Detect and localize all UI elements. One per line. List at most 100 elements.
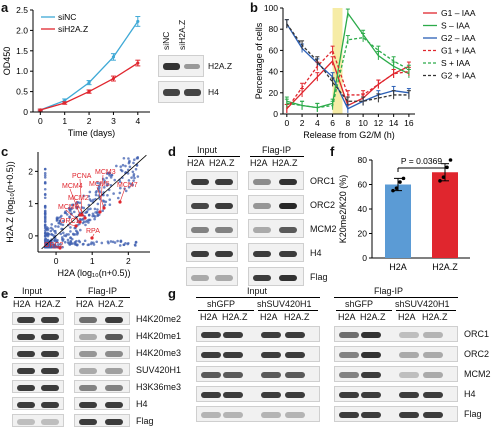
c-point xyxy=(61,245,64,249)
c-highlight-point xyxy=(102,206,106,210)
blot-d-lane-2: H2A.Z xyxy=(209,158,235,168)
c-point xyxy=(109,176,113,179)
b-xtick-label: 12 xyxy=(374,118,384,128)
blot-d-group-input: Input xyxy=(197,145,218,155)
a-point xyxy=(63,101,67,105)
c-point xyxy=(67,242,71,245)
c-xtick-label: 0 xyxy=(54,256,59,266)
panel-letter-f: f xyxy=(330,144,335,159)
c-point xyxy=(72,233,75,236)
b-xtick-label: 0 xyxy=(284,118,289,128)
c-point xyxy=(106,182,109,186)
g-row-label-orc2: ORC2 xyxy=(464,349,490,359)
d-row-label-orc2: ORC2 xyxy=(310,199,336,210)
d-blot-orc1-ip xyxy=(248,171,304,190)
c-point xyxy=(88,198,92,201)
blot-g-lane-8: H2A.Z xyxy=(422,312,448,322)
c-highlight-point xyxy=(118,200,122,204)
d-blot-orc2-ip xyxy=(248,195,304,214)
f-category-label: H2A xyxy=(389,262,407,272)
c-point xyxy=(43,181,47,185)
c-point xyxy=(78,240,82,244)
c-point xyxy=(111,240,115,244)
c-point xyxy=(92,241,95,245)
blot-g-lane-1: H2A xyxy=(200,312,218,322)
f-point xyxy=(394,186,399,190)
c-point xyxy=(106,240,110,243)
c-xtick-label: 1 xyxy=(90,256,95,266)
c-point xyxy=(101,209,104,212)
c-point xyxy=(67,233,70,236)
c-point xyxy=(133,176,136,180)
g-row-label-mcm2: MCM2 xyxy=(464,369,491,379)
blot-d-lane-1: H2A xyxy=(187,158,205,168)
b-legend-label: G2 + IAA xyxy=(441,71,476,81)
c-point xyxy=(119,168,123,172)
d-blot-orc2-input xyxy=(186,195,238,214)
c-point xyxy=(97,184,101,188)
c-label-orc2: ORC2 xyxy=(44,242,64,249)
g-blot-orc2-ip xyxy=(334,346,458,362)
c-point xyxy=(127,185,131,189)
c-point xyxy=(134,167,138,171)
c-highlight-point xyxy=(58,246,62,250)
c-point xyxy=(82,220,86,224)
e-blot-h3k36me3-input xyxy=(12,380,64,393)
c-point xyxy=(43,209,47,213)
g-row-label-h4: H4 xyxy=(464,389,476,399)
c-point xyxy=(109,240,113,243)
blot-g-lane-3: H2A xyxy=(260,312,278,322)
d-blot-orc1-input xyxy=(186,171,238,190)
c-point xyxy=(87,221,90,224)
c-point xyxy=(62,219,65,223)
b-ytick-label: 20 xyxy=(269,88,279,98)
blot-g-group-ip: Flag-IP xyxy=(374,286,404,296)
c-point xyxy=(87,208,90,211)
c-point xyxy=(79,228,82,232)
c-point xyxy=(61,231,65,235)
c-point xyxy=(54,229,57,233)
panel-letter-d: d xyxy=(168,144,176,159)
a-xtick-label: 4 xyxy=(135,116,140,126)
d-row-label-flag: Flag xyxy=(310,271,328,282)
blot-a-h2az xyxy=(158,55,204,77)
c-point xyxy=(86,219,89,222)
c-diagonal xyxy=(41,154,147,250)
b-ytick-label: 40 xyxy=(269,67,279,77)
c-point xyxy=(75,233,79,236)
c-label-mcm4: MCM4 xyxy=(62,183,83,190)
c-point xyxy=(132,179,135,182)
c-point xyxy=(43,234,47,237)
blot-a-row-h2az: H2A.Z xyxy=(208,61,233,71)
c-point xyxy=(105,176,108,180)
g-blot-mcm2-input xyxy=(196,366,320,382)
c-point xyxy=(59,232,63,236)
c-point xyxy=(87,194,91,198)
c-highlight-point xyxy=(78,220,82,224)
c-point xyxy=(88,190,92,194)
c-point xyxy=(46,228,49,232)
a-ytick-label: 0 xyxy=(23,107,28,117)
c-point xyxy=(94,191,98,194)
c-point xyxy=(69,240,73,244)
d-row-label-h4: H4 xyxy=(310,247,322,258)
c-point xyxy=(58,221,61,225)
c-point xyxy=(91,200,95,204)
e-blot-flag-ip xyxy=(74,414,130,427)
c-point xyxy=(69,226,72,229)
c-point xyxy=(126,172,130,175)
a-legend-label: siNC xyxy=(58,12,76,22)
c-ytick-label: 2 xyxy=(28,166,33,176)
c-point xyxy=(43,239,47,243)
f-ytick-label: 0 xyxy=(362,253,367,263)
blot-d-lane-4: H2A.Z xyxy=(272,158,298,168)
c-point xyxy=(74,229,78,233)
blot-g-lane-2: H2A.Z xyxy=(222,312,248,322)
c-point xyxy=(43,205,47,208)
blot-g-sh-gfp-input: shGFP xyxy=(207,299,236,309)
f-pvalue: P = 0.0369 xyxy=(401,156,442,166)
g-blot-flag-ip xyxy=(334,406,458,422)
c-label-mcm7: MCM7 xyxy=(117,182,138,189)
a-xlabel: Time (days) xyxy=(68,128,115,138)
